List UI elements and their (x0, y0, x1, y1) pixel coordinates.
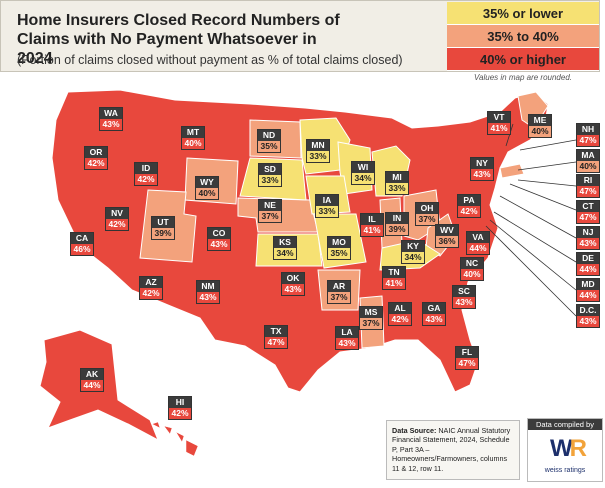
state-label-sc: SC 43% (452, 285, 476, 309)
state-shape-hi (151, 421, 199, 457)
state-label-wv: WV 36% (435, 224, 459, 248)
state-label-az: AZ 42% (139, 276, 163, 300)
state-label-nd: ND 35% (257, 129, 281, 153)
state-label-de: DE 44% (576, 252, 600, 276)
legend-item-low: 35% or lower (447, 2, 599, 25)
state-label-ar: AR 37% (327, 280, 351, 304)
state-label-ks: KS 34% (273, 236, 297, 260)
state-label-ga: GA 43% (422, 302, 446, 326)
state-label-ny: NY 43% (470, 157, 494, 181)
state-shape-ma (499, 163, 525, 179)
state-label-wa: WA 43% (99, 107, 123, 131)
legend-item-mid: 35% to 40% (447, 25, 599, 48)
state-label-dc: D.C. 43% (576, 304, 600, 328)
weiss-logo-icon: WR (550, 435, 587, 462)
state-label-ne: NE 37% (258, 199, 282, 223)
state-label-nm: NM 43% (196, 280, 220, 304)
state-label-ca: CA 46% (70, 232, 94, 256)
state-label-va: VA 44% (466, 231, 490, 255)
legend-note: Values in map are rounded. (474, 73, 572, 82)
map-title: Home Insurers Closed Record Numbers of C… (17, 12, 340, 67)
state-label-ok: OK 43% (281, 272, 305, 296)
state-label-al: AL 42% (388, 302, 412, 326)
state-label-ia: IA 33% (315, 194, 339, 218)
state-label-nh: NH 47% (576, 123, 600, 147)
state-label-or: OR 42% (84, 146, 108, 170)
data-source-note: Data Source: NAIC Annual Statutory Finan… (386, 420, 520, 480)
state-label-sd: SD 33% (258, 163, 282, 187)
state-label-pa: PA 42% (457, 194, 481, 218)
state-label-mi: MI 33% (385, 171, 409, 195)
state-label-nc: NC 40% (460, 257, 484, 281)
state-label-vt: VT 41% (487, 111, 511, 135)
state-label-wy: WY 40% (195, 176, 219, 200)
state-label-ut: UT 39% (151, 216, 175, 240)
callout-lines (485, 123, 577, 317)
state-label-la: LA 43% (335, 326, 359, 350)
state-label-tx: TX 47% (264, 325, 288, 349)
state-label-hi: HI 42% (168, 396, 192, 420)
state-label-md: MD 44% (576, 278, 600, 302)
state-label-mt: MT 40% (181, 126, 205, 150)
state-label-tn: TN 41% (382, 266, 406, 290)
state-label-il: IL 41% (360, 213, 384, 237)
state-label-mn: MN 33% (306, 139, 330, 163)
state-label-me: ME 40% (528, 114, 552, 138)
state-label-ri: RI 47% (576, 174, 600, 198)
state-label-nj: NJ 43% (576, 226, 600, 250)
state-label-ct: CT 47% (576, 200, 600, 224)
legend-item-high: 40% or higher (447, 48, 599, 71)
state-label-ms: MS 37% (359, 306, 383, 330)
state-label-fl: FL 47% (455, 346, 479, 370)
map-subtitle: (Portion of claims closed without paymen… (17, 53, 403, 67)
compiled-by-box: Data compiled by WR weiss ratings (527, 418, 603, 482)
state-label-oh: OH 37% (415, 202, 439, 226)
state-label-co: CO 43% (207, 227, 231, 251)
data-source-text: NAIC Annual Statutory Financial Statemen… (392, 426, 511, 473)
state-label-id: ID 42% (134, 162, 158, 186)
data-source-label: Data Source: (392, 426, 437, 435)
state-label-nv: NV 42% (105, 207, 129, 231)
state-label-ak: AK 44% (80, 368, 104, 392)
weiss-brand-text: weiss ratings (544, 467, 586, 474)
state-label-mo: MO 35% (327, 236, 351, 260)
state-label-ky: KY 34% (401, 240, 425, 264)
state-label-wi: WI 34% (351, 161, 375, 185)
compiled-by-caption: Data compiled by (528, 419, 602, 430)
state-label-in: IN 39% (385, 212, 409, 236)
state-label-ma: MA 40% (576, 149, 600, 173)
legend: 35% or lower 35% to 40% 40% or higher Va… (447, 2, 599, 82)
